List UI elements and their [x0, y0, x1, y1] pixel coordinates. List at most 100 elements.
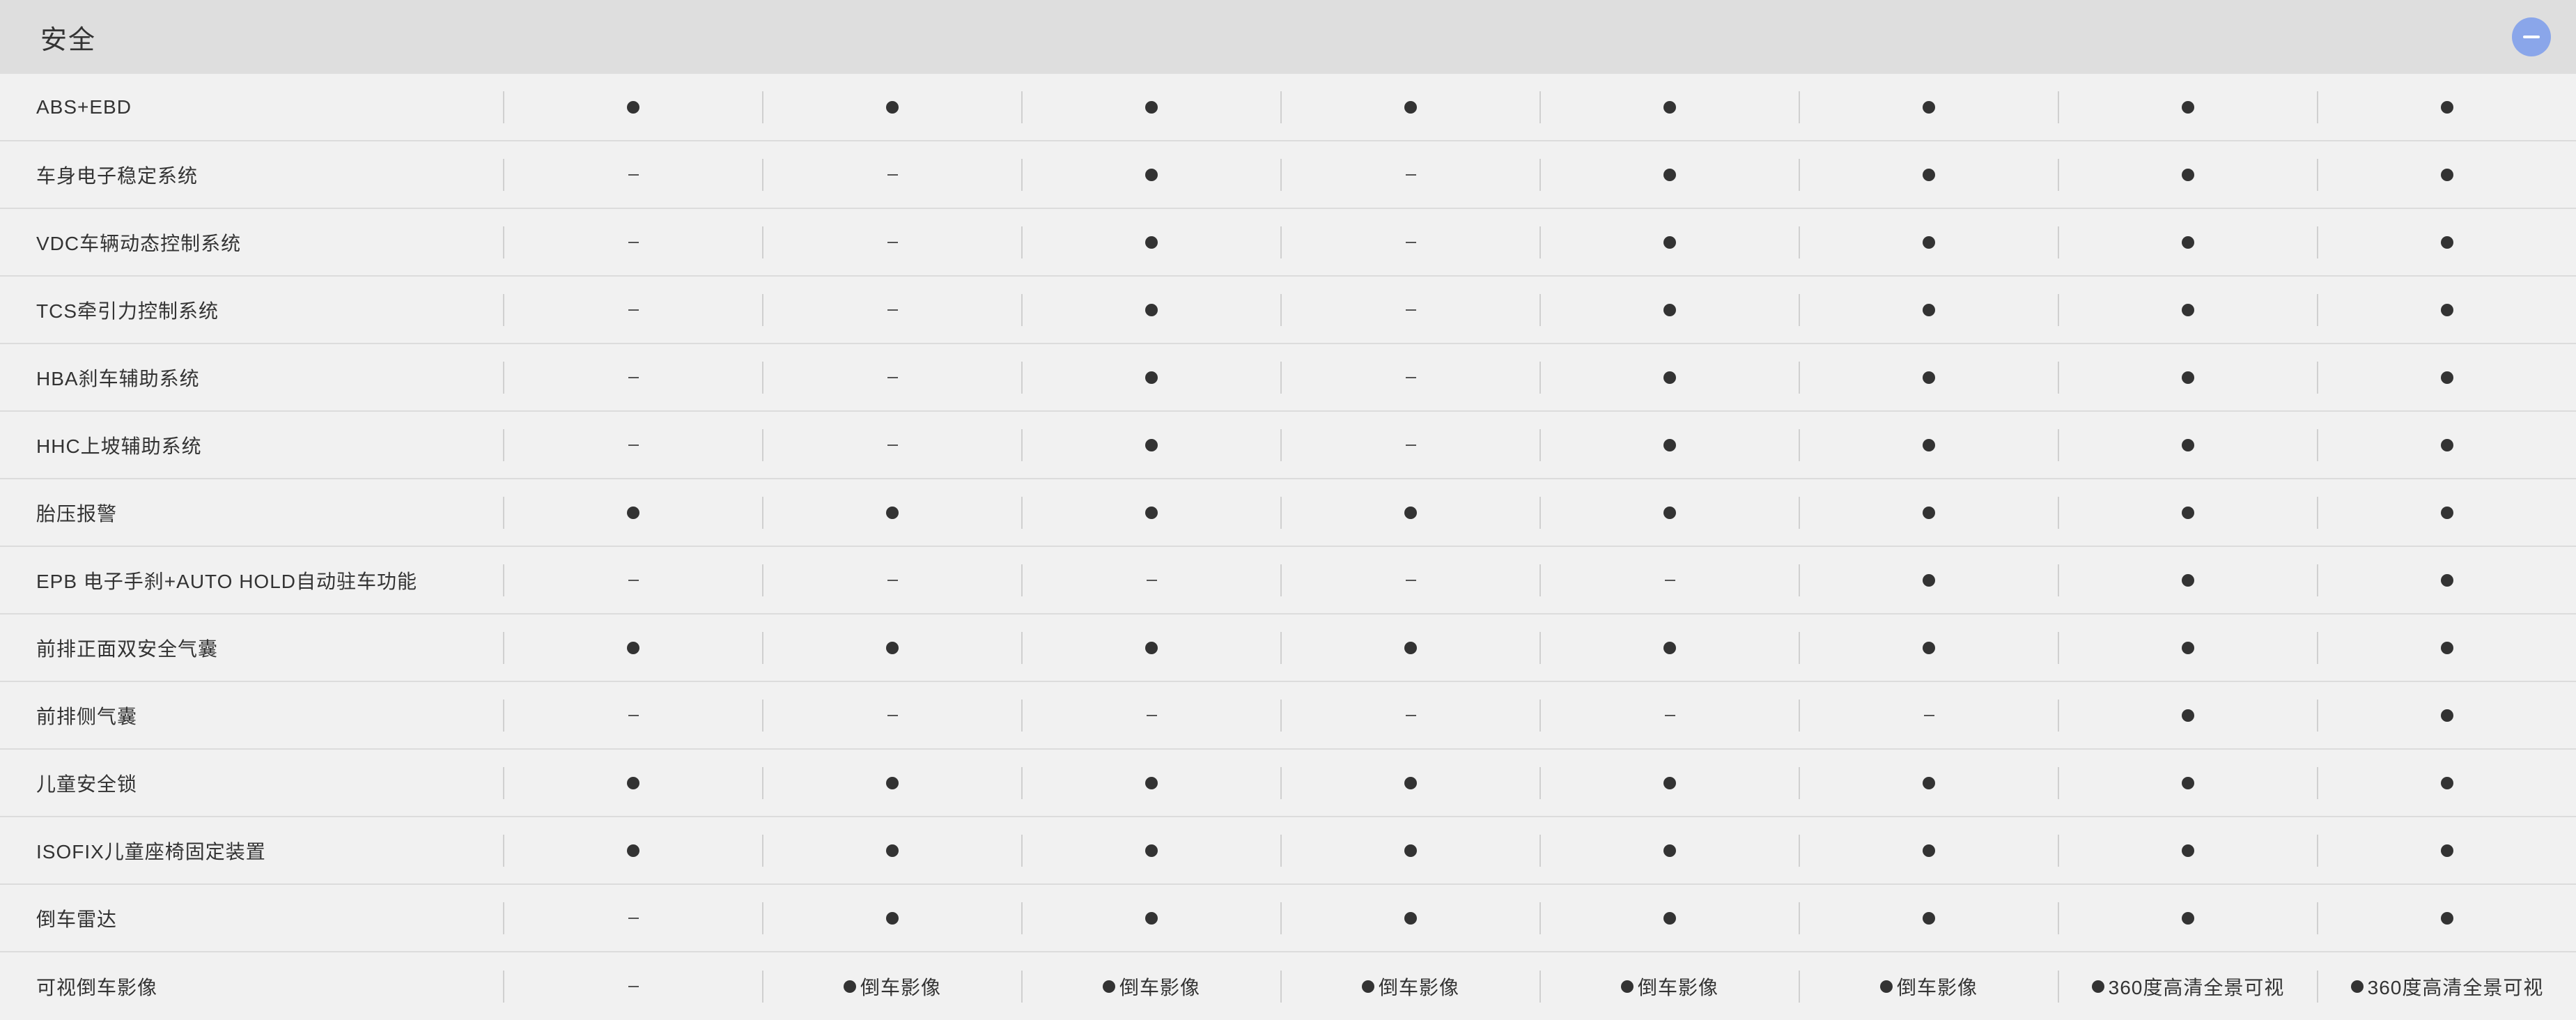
value-cell — [1280, 631, 1539, 664]
table-row: VDC车辆动态控制系统 — [0, 209, 2576, 277]
standard-dot-icon — [843, 980, 856, 993]
section-title: 安全 — [40, 25, 97, 55]
row-label: ISOFIX儿童座椅固定装置 — [36, 840, 266, 863]
standard-dot-icon — [1145, 100, 1158, 114]
standard-dot-icon — [1145, 303, 1158, 316]
not-available-dash-icon — [887, 579, 898, 581]
standard-dot-icon — [1923, 776, 1935, 789]
not-available-dash-icon — [628, 917, 639, 919]
value-cell — [503, 91, 762, 123]
value-cell — [1799, 631, 2058, 664]
value-cell — [2058, 226, 2317, 258]
value-cell — [1280, 158, 1539, 191]
value-cell — [762, 428, 1021, 461]
value-cell — [1539, 766, 1799, 799]
row-label: TCS牵引力控制系统 — [36, 300, 219, 322]
value-cell — [1799, 158, 2058, 191]
minus-circle-icon[interactable] — [2512, 17, 2551, 56]
value-cell — [1280, 226, 1539, 258]
standard-dot-icon — [2182, 506, 2194, 519]
value-cell — [2058, 293, 2317, 326]
value-cell — [1799, 226, 2058, 258]
not-available-dash-icon — [628, 309, 639, 311]
value-cell — [1021, 496, 1280, 529]
value-cell — [2317, 428, 2576, 461]
standard-dot-icon — [627, 641, 639, 654]
standard-dot-icon — [1361, 980, 1374, 993]
standard-dot-icon — [1145, 844, 1158, 857]
value-cell — [503, 699, 762, 732]
standard-dot-icon — [1145, 776, 1158, 789]
not-available-dash-icon — [628, 579, 639, 581]
not-available-dash-icon — [1923, 714, 1934, 716]
table-row: 车身电子稳定系统 — [0, 141, 2576, 209]
value-cell — [762, 631, 1021, 664]
standard-dot-icon — [1663, 911, 1676, 925]
standard-dot-icon — [2441, 776, 2453, 789]
standard-dot-icon — [2182, 438, 2194, 451]
standard-dot-icon — [2441, 506, 2453, 519]
table-row: HHC上坡辅助系统 — [0, 412, 2576, 479]
table-row: 前排侧气囊 — [0, 682, 2576, 750]
value-cell — [1539, 902, 1799, 934]
value-cell — [1799, 361, 2058, 394]
value-cell — [762, 496, 1021, 529]
row-label: 前排正面双安全气囊 — [36, 638, 219, 660]
value-cell — [1799, 902, 2058, 934]
standard-dot-icon — [1663, 506, 1676, 519]
standard-dot-icon — [886, 100, 899, 114]
value-cell — [1021, 158, 1280, 191]
value-cell — [1021, 91, 1280, 123]
standard-dot-icon — [1404, 911, 1417, 925]
standard-dot-icon — [1145, 168, 1158, 181]
value-cell — [1021, 766, 1280, 799]
row-label: VDC车辆动态控制系统 — [36, 232, 242, 254]
not-available-dash-icon — [628, 173, 639, 176]
value-cell — [1539, 158, 1799, 191]
standard-dot-icon — [1923, 100, 1935, 114]
standard-dot-icon — [1145, 235, 1158, 249]
standard-dot-icon — [2441, 641, 2453, 654]
value-cell — [1539, 293, 1799, 326]
row-label: 胎压报警 — [36, 502, 118, 525]
standard-dot-icon — [2182, 911, 2194, 925]
standard-dot-icon — [1879, 980, 1893, 993]
standard-dot-icon — [1404, 641, 1417, 654]
value-cell — [2317, 902, 2576, 934]
standard-dot-icon — [2350, 980, 2364, 993]
value-cell — [1021, 226, 1280, 258]
value-text: 倒车影像 — [1378, 976, 1459, 998]
value-cell — [2058, 834, 2317, 867]
not-available-dash-icon — [887, 714, 898, 716]
value-text: 360度高清全景可视 — [2367, 976, 2544, 998]
value-cell — [1021, 428, 1280, 461]
value-cell — [1280, 91, 1539, 123]
standard-dot-icon — [2441, 303, 2453, 316]
row-label: EPB 电子手刹+AUTO HOLD自动驻车功能 — [36, 570, 418, 592]
standard-dot-icon — [1663, 235, 1676, 249]
value-cell — [2317, 631, 2576, 664]
value-cell — [1021, 834, 1280, 867]
row-label: 儿童安全锁 — [36, 773, 138, 795]
standard-dot-icon — [1663, 776, 1676, 789]
table-row: 儿童安全锁 — [0, 750, 2576, 817]
standard-dot-icon — [1620, 980, 1634, 993]
value-cell — [2058, 631, 2317, 664]
standard-dot-icon — [1102, 980, 1115, 993]
section-header[interactable]: 安全 — [0, 0, 2576, 74]
value-cell — [1021, 699, 1280, 732]
value-cell — [2317, 361, 2576, 394]
standard-dot-icon — [2182, 709, 2194, 722]
standard-dot-icon — [2441, 911, 2453, 925]
value-cell — [762, 158, 1021, 191]
value-cell — [762, 226, 1021, 258]
not-available-dash-icon — [628, 376, 639, 378]
value-cell — [503, 970, 762, 1003]
value-cell — [762, 361, 1021, 394]
standard-dot-icon — [1663, 641, 1676, 654]
table-row: 可视倒车影像 倒车影像 倒车影像 倒车影像 倒车影像 倒车影像 360度高清全景可视 360度… — [0, 952, 2576, 1020]
value-cell: 倒车影像 — [1539, 970, 1799, 1003]
not-available-dash-icon — [1664, 579, 1675, 581]
value-cell — [762, 699, 1021, 732]
standard-dot-icon — [1923, 303, 1935, 316]
